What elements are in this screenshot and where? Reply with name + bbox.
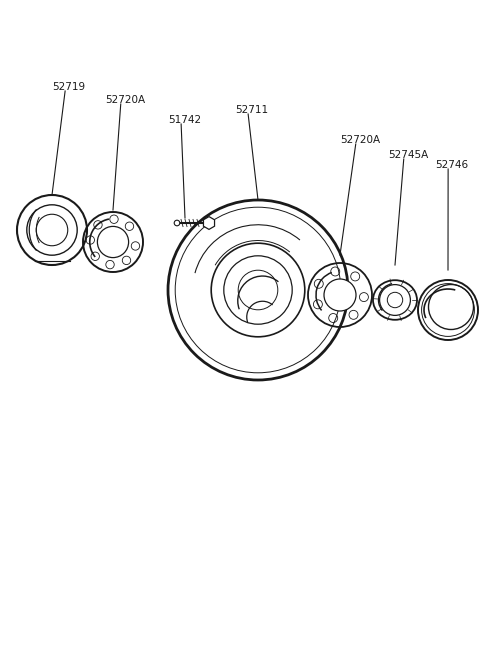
Text: 52746: 52746 bbox=[435, 160, 468, 170]
Text: 52745A: 52745A bbox=[388, 150, 428, 160]
Circle shape bbox=[36, 214, 68, 246]
Text: 52711: 52711 bbox=[235, 105, 268, 115]
Circle shape bbox=[174, 220, 180, 226]
Text: 52719: 52719 bbox=[52, 82, 85, 92]
Circle shape bbox=[324, 279, 356, 311]
Text: 51742: 51742 bbox=[168, 115, 201, 125]
Polygon shape bbox=[204, 217, 215, 229]
Circle shape bbox=[429, 284, 473, 330]
Text: 52720A: 52720A bbox=[105, 95, 145, 105]
Text: 52720A: 52720A bbox=[340, 135, 380, 145]
Circle shape bbox=[97, 227, 129, 258]
